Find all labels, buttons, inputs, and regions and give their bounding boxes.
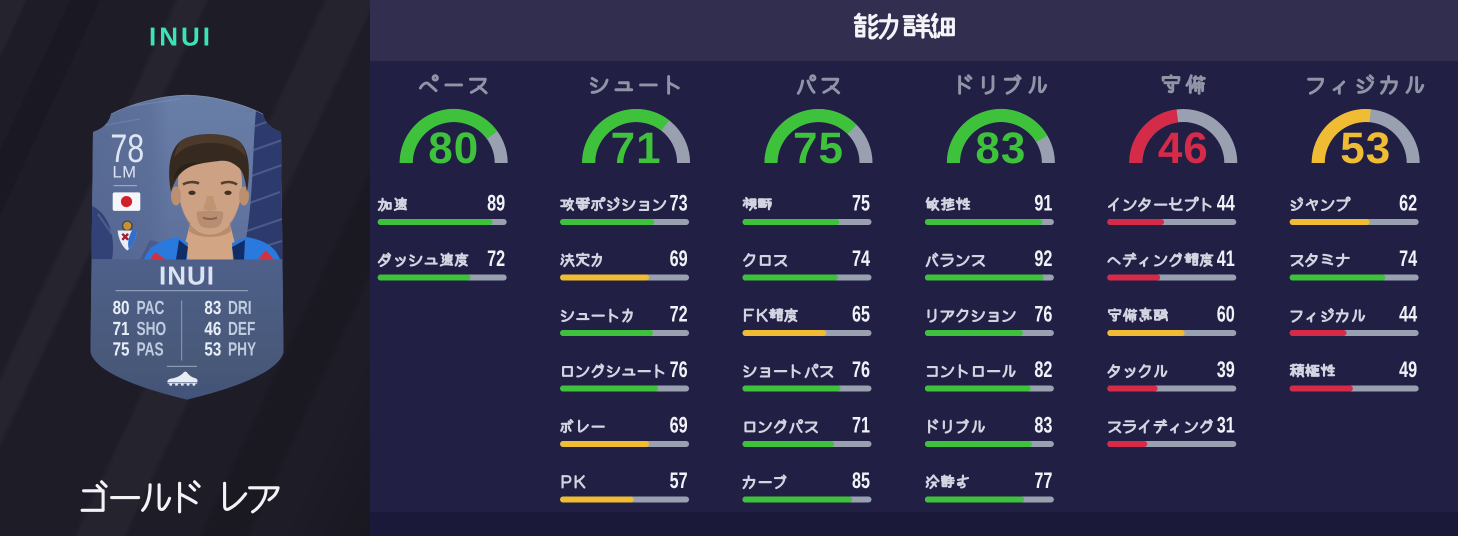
svg-text:PAS: PAS xyxy=(137,339,164,360)
svg-text:41: 41 xyxy=(1217,246,1235,271)
svg-text:74: 74 xyxy=(1399,246,1417,271)
svg-text:83: 83 xyxy=(204,298,221,319)
svg-text:PAC: PAC xyxy=(137,298,165,319)
svg-text:39: 39 xyxy=(1217,357,1235,382)
svg-text:65: 65 xyxy=(852,302,870,327)
svg-text:44: 44 xyxy=(1217,191,1235,216)
svg-text:60: 60 xyxy=(1217,302,1235,327)
svg-text:85: 85 xyxy=(852,468,870,493)
svg-text:44: 44 xyxy=(1399,302,1417,327)
svg-text:71: 71 xyxy=(611,124,662,173)
svg-text:72: 72 xyxy=(487,246,505,271)
svg-text:92: 92 xyxy=(1034,246,1052,271)
svg-text:DEF: DEF xyxy=(228,319,255,340)
svg-text:73: 73 xyxy=(670,191,688,216)
svg-text:49: 49 xyxy=(1399,357,1417,382)
svg-text:57: 57 xyxy=(670,468,688,493)
svg-text:71: 71 xyxy=(852,413,870,438)
svg-text:82: 82 xyxy=(1034,357,1052,382)
svg-text:83: 83 xyxy=(975,124,1026,173)
svg-text:INUI: INUI xyxy=(149,22,213,52)
svg-text:89: 89 xyxy=(487,191,505,216)
svg-text:46: 46 xyxy=(204,319,221,340)
svg-text:53: 53 xyxy=(1340,124,1391,173)
svg-text:SHO: SHO xyxy=(137,319,167,340)
svg-text:75: 75 xyxy=(113,339,130,360)
svg-text:69: 69 xyxy=(670,413,688,438)
svg-text:53: 53 xyxy=(204,339,221,360)
svg-text:76: 76 xyxy=(670,357,688,382)
svg-text:78: 78 xyxy=(110,127,144,171)
svg-text:31: 31 xyxy=(1217,413,1235,438)
svg-text:71: 71 xyxy=(113,319,130,340)
svg-text:91: 91 xyxy=(1034,191,1052,216)
svg-text:75: 75 xyxy=(793,124,844,173)
svg-text:74: 74 xyxy=(852,246,870,271)
svg-text:76: 76 xyxy=(1034,302,1052,327)
svg-text:75: 75 xyxy=(852,191,870,216)
svg-text:69: 69 xyxy=(670,246,688,271)
svg-text:80: 80 xyxy=(428,124,479,173)
svg-text:INUI: INUI xyxy=(159,261,215,291)
svg-text:DRI: DRI xyxy=(228,298,252,319)
svg-text:46: 46 xyxy=(1158,124,1209,173)
svg-text:77: 77 xyxy=(1034,468,1052,493)
svg-text:62: 62 xyxy=(1399,191,1417,216)
svg-text:LM: LM xyxy=(113,164,137,182)
svg-text:76: 76 xyxy=(852,357,870,382)
svg-text:PHY: PHY xyxy=(228,339,256,360)
svg-text:80: 80 xyxy=(113,298,130,319)
svg-text:72: 72 xyxy=(670,302,688,327)
svg-text:83: 83 xyxy=(1034,413,1052,438)
